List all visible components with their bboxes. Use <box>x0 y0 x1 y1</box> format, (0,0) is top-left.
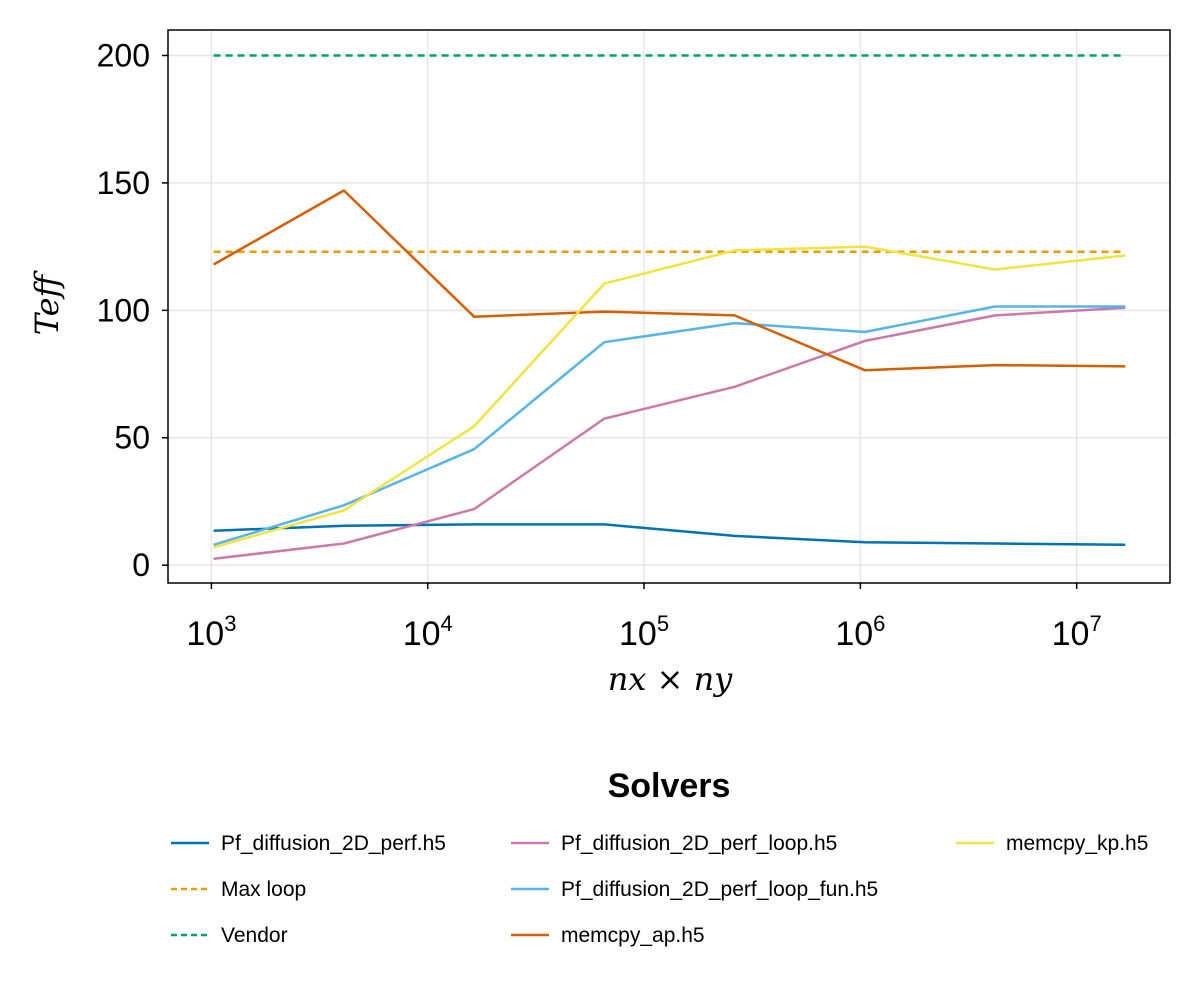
legend-item: Pf_diffusion_2D_perf_loop_fun.h5 <box>511 878 878 901</box>
legend-item: Pf_diffusion_2D_perf.h5 <box>171 832 446 855</box>
legend-label: Pf_diffusion_2D_perf.h5 <box>221 832 446 855</box>
x-tick-exponent: 6 <box>873 611 885 636</box>
y-axis-label: Teff <box>28 269 66 335</box>
legend-item: Pf_diffusion_2D_perf_loop.h5 <box>511 832 837 855</box>
series-line <box>213 245 1126 549</box>
legend-item: memcpy_kp.h5 <box>956 832 1148 855</box>
series-line <box>213 305 1126 546</box>
legend-label: Vendor <box>221 924 288 947</box>
x-tick-base: 10 <box>403 615 441 653</box>
legend-label: Max loop <box>221 878 306 901</box>
legend-item: memcpy_ap.h5 <box>511 924 705 947</box>
x-tick-exponent: 3 <box>224 611 236 636</box>
x-tick-base: 10 <box>186 615 224 653</box>
y-tick-label: 200 <box>97 37 150 73</box>
y-tick-label: 50 <box>114 420 150 456</box>
x-tick-label: 105 <box>619 611 669 653</box>
y-tick-label: 150 <box>97 165 150 201</box>
y-tick-label: 100 <box>97 292 150 328</box>
legend-label: Pf_diffusion_2D_perf_loop.h5 <box>561 832 837 855</box>
legend-item: Vendor <box>171 924 288 947</box>
x-tick-base: 10 <box>619 615 657 653</box>
series-line <box>213 523 1126 547</box>
series-line <box>212 189 1126 372</box>
legend-label: memcpy_ap.h5 <box>561 924 705 947</box>
x-tick-label: 104 <box>403 611 453 653</box>
x-tick-label: 106 <box>835 611 885 653</box>
legend-label: Pf_diffusion_2D_perf_loop_fun.h5 <box>561 878 878 901</box>
legend: Pf_diffusion_2D_perf.h5 Max loop Vendor Pf_… <box>171 832 1148 947</box>
x-tick-base: 10 <box>1052 615 1090 653</box>
x-tick-base: 10 <box>835 615 873 653</box>
x-tick-label: 103 <box>186 611 236 653</box>
y-tick-label: 0 <box>132 547 150 583</box>
legend-title: Solvers <box>608 767 731 805</box>
x-tick-exponent: 4 <box>441 611 453 636</box>
x-tick-labels: 103 104 105 106 107 <box>186 611 1101 653</box>
legend-label: memcpy_kp.h5 <box>1006 832 1148 855</box>
x-tick-exponent: 7 <box>1089 611 1101 636</box>
x-tick-exponent: 5 <box>657 611 669 636</box>
x-tick-label: 107 <box>1052 611 1102 653</box>
x-axis-label: nx × ny <box>608 660 733 698</box>
axis-ticks <box>162 54 1078 589</box>
plot-frame <box>167 29 1171 584</box>
y-tick-labels: 0 50 100 150 200 <box>97 37 150 583</box>
series-lines <box>212 54 1126 561</box>
series-line <box>213 306 1126 561</box>
legend-item: Max loop <box>171 878 306 901</box>
